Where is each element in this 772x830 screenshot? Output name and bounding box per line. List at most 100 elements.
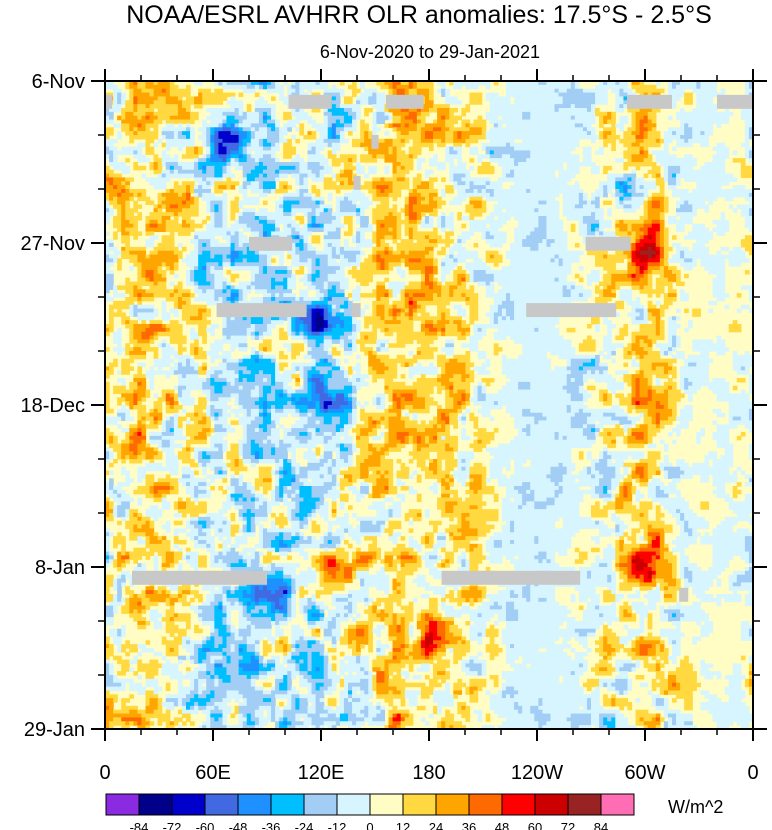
heatmap-cell [615,181,620,186]
heatmap-cell [323,339,333,344]
heatmap-cell [578,277,584,283]
heatmap-cell [287,266,292,271]
heatmap-cell [692,131,701,136]
heatmap-cell [542,239,548,244]
heatmap-cell [145,227,167,233]
heatmap-cell [643,266,649,271]
heatmap-cell [420,324,426,329]
heatmap-cell [279,366,284,371]
heatmap-cell [202,316,207,321]
heatmap-cell [352,428,361,433]
heatmap-cell [323,324,329,329]
heatmap-cell [198,185,203,190]
heatmap-cell [133,96,138,101]
heatmap-cell [250,231,260,236]
heatmap-cell [234,297,240,302]
heatmap-cell [307,416,325,422]
heatmap-cell [595,262,616,267]
heatmap-cell [311,277,317,283]
heatmap-cell [177,135,187,140]
heatmap-cell [510,412,523,418]
heatmap-cell [319,169,333,175]
heatmap-cell [319,212,333,217]
heatmap-cell [627,343,633,348]
heatmap-cell [105,455,110,460]
heatmap-cell [595,378,616,383]
heatmap-cell [696,435,701,441]
heatmap-cell [570,424,584,429]
heatmap-cell [372,219,377,225]
heatmap-cell [173,424,179,429]
heatmap-cell [109,312,126,317]
heatmap-cell [210,435,224,441]
heatmap-cell [198,192,203,198]
heatmap-cell [667,258,685,263]
heatmap-cell [408,123,418,128]
heatmap-cell [659,162,697,167]
heatmap-cell [663,246,673,252]
heatmap-cell [420,108,430,113]
heatmap-cell [198,401,207,406]
heatmap-cell [433,227,438,233]
heatmap-cell [319,135,329,140]
heatmap-cell [222,389,252,395]
heatmap-cell [133,324,151,329]
heatmap-cell [364,459,381,464]
heatmap-cell [582,374,612,379]
heatmap-cell [202,100,224,105]
heatmap-cell [125,246,147,252]
heatmap-cell [117,258,122,263]
heatmap-cell [137,443,147,449]
heatmap-cell [190,111,199,117]
heatmap-cell [295,227,309,233]
heatmap-cell [295,405,309,410]
heatmap-cell [485,250,499,256]
heatmap-cell [327,324,333,329]
heatmap-cell [651,150,669,155]
heatmap-cell [619,115,629,121]
heatmap-cell [327,358,337,364]
heatmap-cell [218,447,224,452]
heatmap-cell [230,185,236,190]
heatmap-cell [319,358,325,364]
heatmap-cell [603,335,612,341]
heatmap-cell [129,96,134,101]
heatmap-cell [400,297,406,302]
heatmap-cell [262,181,276,186]
heatmap-cell [635,189,649,194]
heatmap-cell [117,455,122,460]
heatmap-cell [554,366,568,371]
heatmap-cell [639,277,649,283]
heatmap-cell [137,293,143,298]
heatmap-cell [254,331,260,337]
heatmap-cell [137,466,179,472]
heatmap-cell [623,347,633,352]
heatmap-cell [603,165,612,171]
heatmap-cell [505,250,584,256]
heatmap-cell [611,142,616,148]
heatmap-cell [291,212,296,217]
heatmap-cell [202,165,207,171]
heatmap-cell [153,208,159,213]
heatmap-cell [198,324,207,329]
heatmap-cell [651,366,657,371]
heatmap-cell [623,324,629,329]
heatmap-cell [667,181,677,186]
heatmap-cell [254,216,260,221]
heatmap-cell [343,123,353,128]
heatmap-cell [631,308,637,314]
heatmap-cell [441,293,450,298]
heatmap-cell [412,227,418,233]
heatmap-cell [424,219,430,225]
heatmap-cell [202,142,207,148]
heatmap-cell [493,235,507,240]
heatmap-cell [441,316,446,321]
heatmap-cell [226,185,232,190]
heatmap-cell [291,135,296,140]
heatmap-cell [181,104,191,109]
heatmap-cell [230,316,236,321]
heatmap-cell [202,385,215,391]
heatmap-cell [113,293,126,298]
heatmap-cell [469,212,483,217]
heatmap-cell [400,308,406,314]
